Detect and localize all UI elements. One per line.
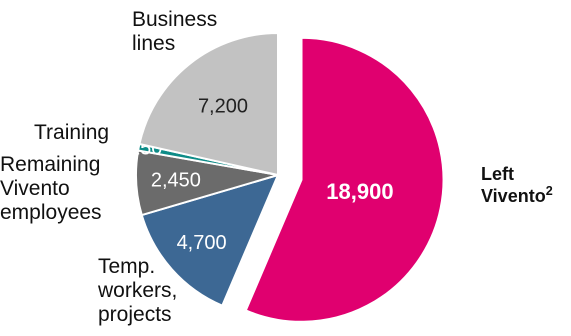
label-left-vivento: Left Vivento2 bbox=[481, 163, 553, 207]
label-remaining-vivento-employees: Remaining Vivento employees bbox=[0, 153, 102, 224]
label-training: Training bbox=[34, 121, 110, 144]
pie-slice-business-lines bbox=[138, 31, 279, 177]
label-temp-workers-projects: Temp. workers, projects bbox=[98, 255, 178, 326]
value-label-remaining-vivento-employees: 2,450 bbox=[151, 170, 201, 192]
value-label-temp-workers-projects: 4,700 bbox=[177, 232, 227, 254]
label-left-vivento-text: Left Vivento bbox=[481, 164, 546, 206]
pie-slice-left-vivento bbox=[244, 36, 445, 323]
value-label-left-vivento: 18,900 bbox=[326, 179, 393, 204]
label-business-lines: Business lines bbox=[132, 8, 218, 55]
label-left-vivento-footnote: 2 bbox=[545, 184, 553, 198]
value-label-business-lines: 7,200 bbox=[198, 95, 248, 117]
pie-slice-temp-workers-projects bbox=[140, 173, 280, 307]
